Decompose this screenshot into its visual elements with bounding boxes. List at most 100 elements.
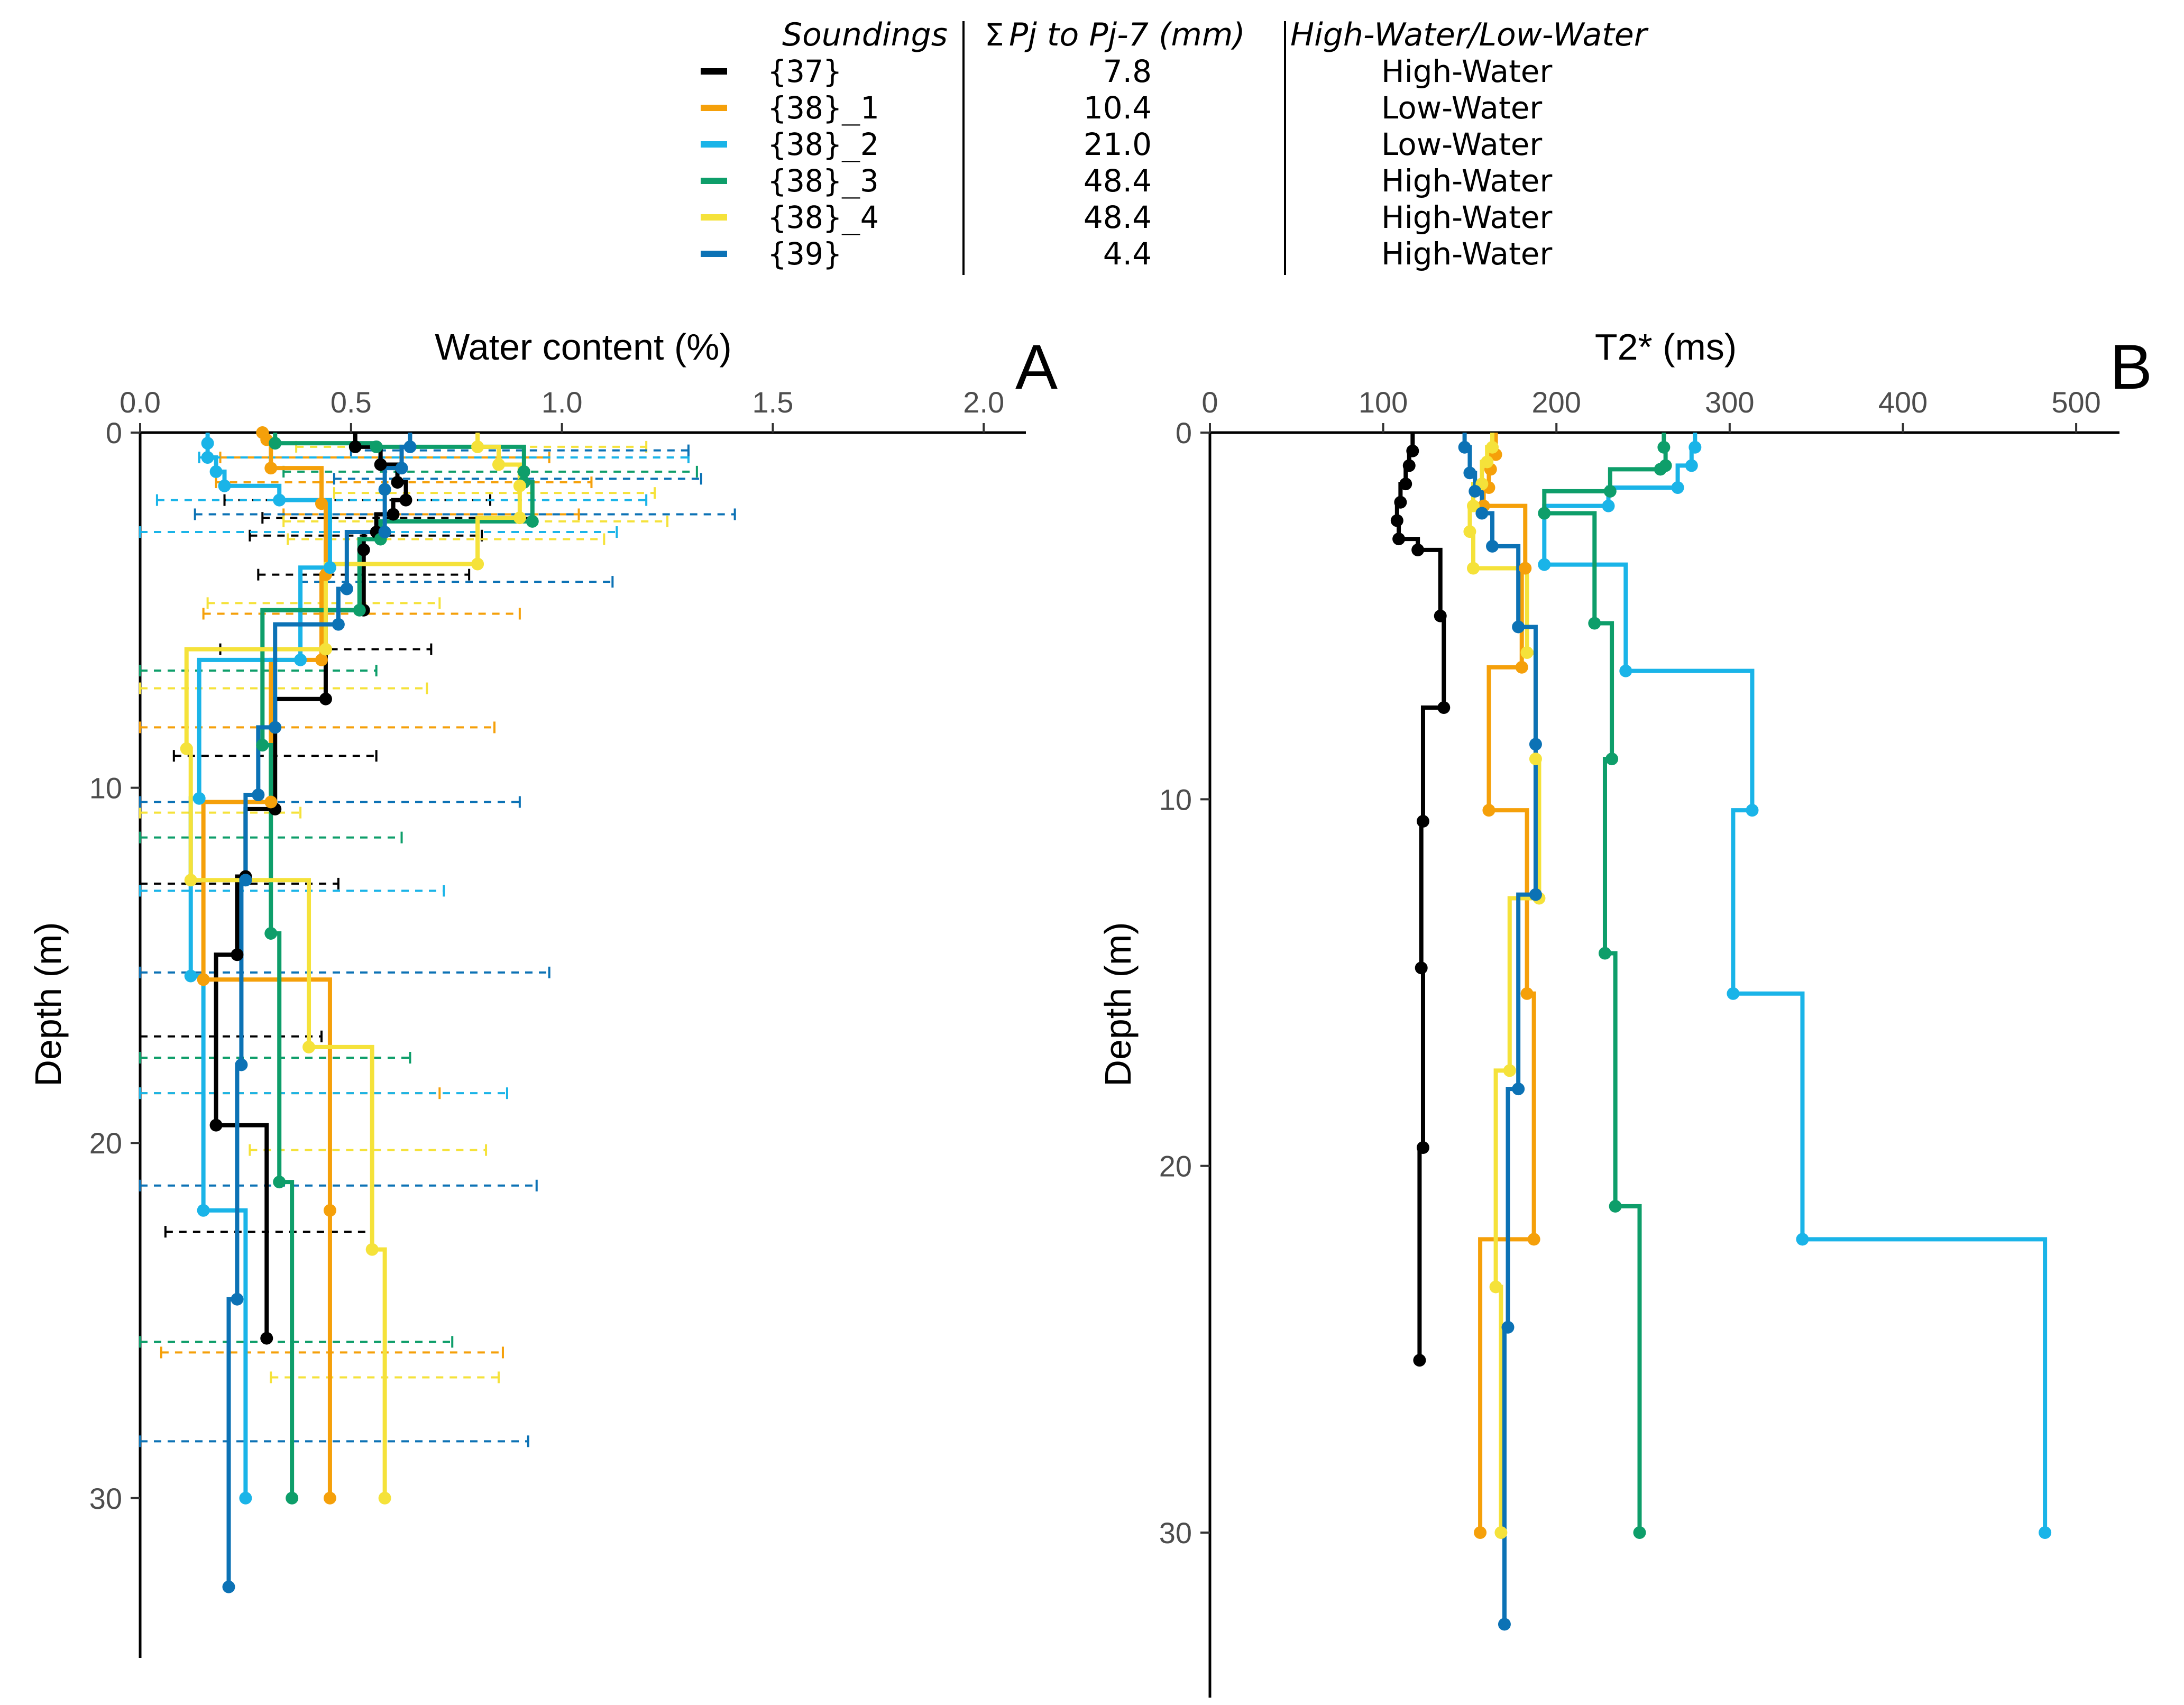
error-bar bbox=[333, 487, 656, 499]
x-axis-title: T2* (ms) bbox=[1595, 326, 1737, 368]
data-point bbox=[222, 1580, 235, 1593]
data-point bbox=[260, 1332, 273, 1345]
y-axis-title: Depth (m) bbox=[27, 922, 69, 1086]
data-point bbox=[378, 483, 391, 496]
data-point bbox=[1529, 888, 1542, 901]
error-bar bbox=[139, 1435, 529, 1447]
error-bar bbox=[139, 1336, 454, 1348]
data-point bbox=[256, 739, 269, 752]
data-point bbox=[1434, 609, 1447, 622]
data-point bbox=[323, 1491, 336, 1505]
x-tick-label: 0.5 bbox=[331, 386, 372, 419]
data-point bbox=[239, 874, 252, 887]
data-point bbox=[239, 1491, 252, 1505]
data-point bbox=[1411, 543, 1425, 556]
data-point bbox=[1598, 947, 1611, 960]
x-tick-label: 0 bbox=[1201, 386, 1218, 419]
data-point bbox=[264, 795, 278, 809]
data-point bbox=[1609, 1199, 1622, 1213]
legend-sum-value: 10.4 bbox=[1084, 90, 1152, 126]
legend-header-water: High-Water/Low-Water bbox=[1290, 16, 1649, 53]
data-point bbox=[273, 1176, 286, 1189]
data-point bbox=[1498, 1618, 1511, 1631]
data-point bbox=[315, 497, 328, 510]
series-line bbox=[184, 433, 522, 1498]
data-point bbox=[1463, 466, 1476, 480]
data-point bbox=[391, 476, 404, 489]
data-point bbox=[348, 440, 362, 453]
data-point bbox=[395, 462, 408, 475]
legend-water-state: High-Water bbox=[1381, 53, 1552, 89]
legend-sounding-name: {38}_1 bbox=[768, 90, 879, 126]
legend-water-state: Low-Water bbox=[1381, 90, 1542, 126]
data-point bbox=[471, 440, 484, 453]
data-point bbox=[492, 458, 505, 471]
data-point bbox=[1746, 804, 1759, 817]
y-tick-label: 30 bbox=[89, 1482, 122, 1515]
data-point bbox=[209, 1119, 223, 1132]
data-point bbox=[319, 643, 332, 656]
data-point bbox=[319, 692, 332, 705]
data-point bbox=[1486, 539, 1499, 553]
data-point bbox=[513, 511, 526, 525]
data-point bbox=[1657, 441, 1671, 454]
data-point bbox=[1602, 499, 1615, 512]
y-tick-label: 0 bbox=[1176, 416, 1192, 450]
data-point bbox=[218, 479, 231, 492]
x-tick-label: 200 bbox=[1532, 386, 1581, 419]
data-point bbox=[1519, 562, 1532, 575]
series-line bbox=[1542, 433, 1668, 1533]
data-point bbox=[1406, 444, 1419, 457]
legend-water-state: Low-Water bbox=[1381, 126, 1542, 162]
data-point bbox=[1619, 664, 1632, 677]
data-point bbox=[235, 1058, 248, 1071]
data-point bbox=[1392, 533, 1406, 546]
legend-sounding-name: {39} bbox=[768, 236, 842, 272]
data-point bbox=[1494, 1526, 1508, 1539]
legend-header-sum: Pj to Pj-7 (mm) bbox=[1009, 16, 1245, 53]
data-point bbox=[1654, 463, 1667, 476]
data-point bbox=[1727, 987, 1740, 1000]
data-point bbox=[264, 927, 278, 940]
data-point bbox=[387, 508, 400, 521]
y-tick-label: 10 bbox=[89, 772, 122, 805]
series-line bbox=[1542, 433, 2048, 1533]
data-point bbox=[1520, 987, 1534, 1000]
data-point bbox=[471, 557, 484, 571]
data-point bbox=[1685, 459, 1698, 472]
data-point bbox=[286, 1491, 299, 1505]
legend-sounding-name: {38}_4 bbox=[768, 199, 879, 235]
data-point bbox=[1466, 562, 1480, 575]
data-point bbox=[1588, 617, 1601, 630]
data-point bbox=[294, 653, 307, 666]
series-line bbox=[260, 433, 535, 1498]
data-point bbox=[201, 437, 214, 450]
data-point bbox=[192, 792, 206, 805]
data-point bbox=[184, 969, 197, 983]
panel-t2star: 0 100 200 300 400 500 0 10 20 30 T2* (ms) Depth (m)… bbox=[1097, 326, 2152, 1698]
data-point bbox=[252, 789, 265, 802]
error-bar bbox=[139, 682, 428, 694]
legend-sum-value: 7.8 bbox=[1103, 53, 1152, 89]
data-point bbox=[399, 493, 412, 507]
data-point bbox=[378, 526, 391, 539]
data-point bbox=[302, 1040, 316, 1053]
data-point bbox=[1527, 1233, 1540, 1246]
data-point bbox=[1489, 1280, 1502, 1294]
legend-sum-value: 48.4 bbox=[1084, 163, 1152, 199]
data-point bbox=[1503, 1064, 1516, 1077]
legend-sounding-name: {38}_2 bbox=[768, 126, 879, 162]
data-point bbox=[264, 462, 278, 475]
data-point bbox=[323, 1204, 336, 1217]
data-point bbox=[201, 451, 214, 464]
data-point bbox=[231, 948, 244, 961]
data-point bbox=[403, 440, 417, 453]
legend: Soundings Σ Pj to Pj-7 (mm) High-Water/L… bbox=[701, 16, 1649, 275]
y-tick-label: 20 bbox=[89, 1126, 122, 1160]
data-point bbox=[1482, 804, 1495, 817]
data-point bbox=[1603, 484, 1617, 498]
error-bar bbox=[139, 885, 445, 897]
legend-sounding-name: {38}_3 bbox=[768, 163, 879, 199]
data-point bbox=[273, 493, 286, 507]
legend-water-state: High-Water bbox=[1381, 199, 1552, 235]
